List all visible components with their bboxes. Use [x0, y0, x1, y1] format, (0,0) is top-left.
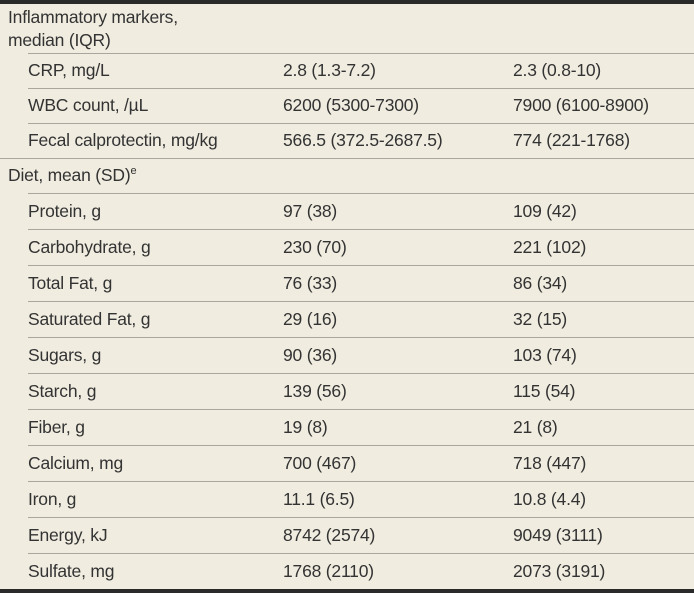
row-divider — [28, 123, 694, 124]
value-col2: 103 (74) — [513, 344, 577, 365]
value-col2: 115 (54) — [513, 380, 576, 401]
value-col1: 139 (56) — [283, 380, 347, 401]
row-divider — [28, 373, 694, 374]
value-col2: 9049 (3111) — [513, 524, 603, 545]
row-label: Iron, g — [28, 488, 77, 509]
table-row-calcium: Calcium, mg 700 (467) 718 (447) — [0, 445, 694, 481]
value-col1: 2.8 (1.3-7.2) — [283, 60, 376, 80]
section-header-inflammatory-markers: Inflammatory markers, median (IQR) — [0, 4, 694, 53]
value-col2: 32 (15) — [513, 308, 568, 329]
section-divider — [0, 158, 694, 159]
table-row-total-fat: Total Fat, g 76 (33) 86 (34) — [0, 265, 694, 301]
table-row-starch: Starch, g 139 (56) 115 (54) — [0, 373, 694, 409]
value-col2: 86 (34) — [513, 272, 568, 293]
value-col2: 718 (447) — [513, 452, 587, 473]
row-label: Total Fat, g — [28, 272, 113, 293]
value-col2: 10.8 (4.4) — [513, 488, 586, 509]
row-label: Carbohydrate, g — [28, 236, 151, 257]
row-divider — [28, 88, 694, 89]
row-divider — [28, 301, 694, 302]
table-row-carbohydrate: Carbohydrate, g 230 (70) 221 (102) — [0, 229, 694, 265]
table-row-saturated-fat: Saturated Fat, g 29 (16) 32 (15) — [0, 301, 694, 337]
value-col1: 29 (16) — [283, 308, 338, 329]
section-header-label: Diet, mean (SD)e — [8, 165, 137, 185]
row-label: Fiber, g — [28, 416, 85, 437]
value-col1: 8742 (2574) — [283, 524, 376, 545]
row-divider — [28, 517, 694, 518]
table-row-fecal-calprotectin: Fecal calprotectin, mg/kg 566.5 (372.5-2… — [0, 123, 694, 158]
row-divider — [28, 409, 694, 410]
value-col2: 2.3 (0.8-10) — [513, 60, 602, 80]
value-col2: 2073 (3191) — [513, 560, 606, 581]
table-row-energy: Energy, kJ 8742 (2574) 9049 (3111) — [0, 517, 694, 553]
row-label: Sulfate, mg — [28, 560, 115, 581]
row-label: Fecal calprotectin, mg/kg — [28, 130, 218, 150]
table-row-wbc: WBC count, /µL 6200 (5300-7300) 7900 (61… — [0, 88, 694, 123]
value-col1: 6200 (5300-7300) — [283, 95, 419, 115]
value-col1: 97 (38) — [283, 200, 338, 221]
value-col1: 230 (70) — [283, 236, 347, 257]
row-divider — [28, 553, 694, 554]
value-col1: 76 (33) — [283, 272, 338, 293]
row-divider — [28, 481, 694, 482]
row-divider — [28, 53, 694, 54]
row-label: Starch, g — [28, 380, 97, 401]
table-row-fiber: Fiber, g 19 (8) 21 (8) — [0, 409, 694, 445]
value-col1: 700 (467) — [283, 452, 357, 473]
section-header-diet: Diet, mean (SD)e — [0, 158, 694, 193]
value-col2: 21 (8) — [513, 416, 558, 437]
value-col1: 566.5 (372.5-2687.5) — [283, 130, 443, 150]
section-header-label: Inflammatory markers, median (IQR) — [8, 6, 178, 50]
table-row-sulfate: Sulfate, mg 1768 (2110) 2073 (3191) — [0, 553, 694, 589]
value-col2: 774 (221-1768) — [513, 130, 630, 150]
value-col1: 1768 (2110) — [283, 560, 374, 581]
value-col2: 221 (102) — [513, 236, 587, 257]
table-row-protein: Protein, g 97 (38) 109 (42) — [0, 193, 694, 229]
row-label: Calcium, mg — [28, 452, 124, 473]
row-divider — [28, 229, 694, 230]
table-row-sugars: Sugars, g 90 (36) 103 (74) — [0, 337, 694, 373]
row-label: Protein, g — [28, 200, 101, 221]
row-divider — [28, 337, 694, 338]
table-row-crp: CRP, mg/L 2.8 (1.3-7.2) 2.3 (0.8-10) — [0, 53, 694, 88]
table-row-iron: Iron, g 11.1 (6.5) 10.8 (4.4) — [0, 481, 694, 517]
row-label: Sugars, g — [28, 344, 102, 365]
value-col2: 109 (42) — [513, 200, 577, 221]
value-col1: 19 (8) — [283, 416, 328, 437]
value-col1: 11.1 (6.5) — [283, 488, 355, 509]
row-divider — [28, 265, 694, 266]
row-divider — [28, 445, 694, 446]
row-label: WBC count, /µL — [28, 95, 149, 115]
row-label: CRP, mg/L — [28, 60, 110, 80]
row-label: Energy, kJ — [28, 524, 108, 545]
row-label: Saturated Fat, g — [28, 308, 151, 329]
footnote-marker: e — [130, 165, 137, 178]
value-col1: 90 (36) — [283, 344, 338, 365]
row-divider — [28, 193, 694, 194]
value-col2: 7900 (6100-8900) — [513, 95, 649, 115]
